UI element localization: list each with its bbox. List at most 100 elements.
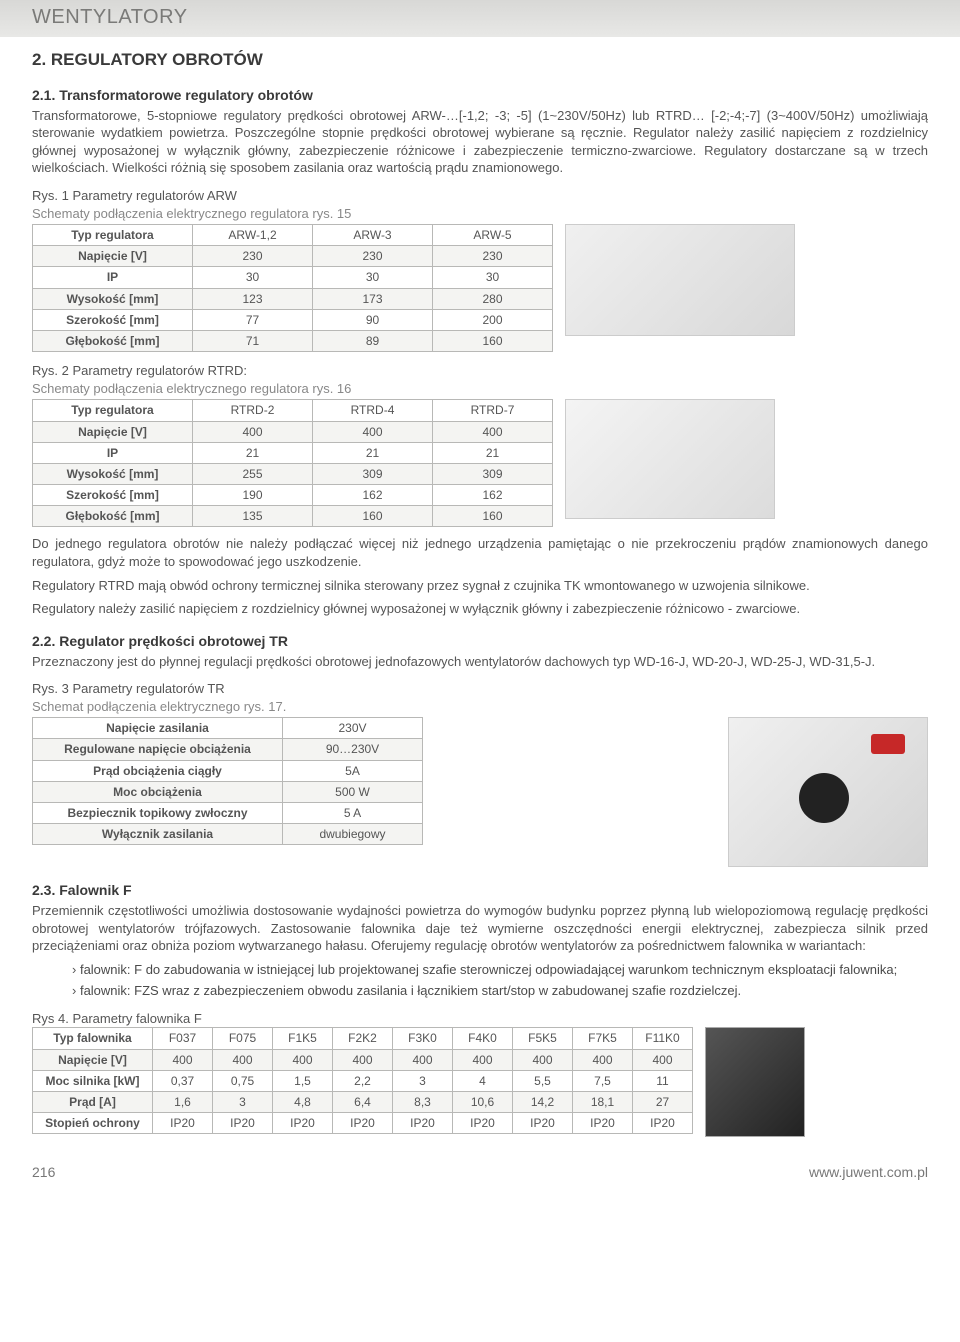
table-row: Typ falownikaF037F075F1K5F2K2F3K0F4K0F5K… [33,1028,693,1049]
table-cell: 230 [313,246,433,267]
table-cell: 3 [213,1091,273,1112]
table-cell: Wyłącznik zasilania [33,824,283,845]
table-row: Szerokość [mm]190162162 [33,485,553,506]
table-cell: 90…230V [283,739,423,760]
table-cell: 21 [313,442,433,463]
table-row: Szerokość [mm]7790200 [33,309,553,330]
table-row: Typ regulatoraARW-1,2ARW-3ARW-5 [33,225,553,246]
table-row: Napięcie [V]230230230 [33,246,553,267]
table-cell: Prąd [A] [33,1091,153,1112]
subsection-2-3-title: 2.3. Falownik F [32,881,928,900]
list-item: falownik: F do zabudowania w istniejącej… [72,961,928,979]
table-falownik: Typ falownikaF037F075F1K5F2K2F3K0F4K0F5K… [32,1027,693,1134]
table-cell: 18,1 [573,1091,633,1112]
rys4-title: Rys 4. Parametry falownika F [32,1010,928,1028]
table-cell: Szerokość [mm] [33,485,193,506]
rys3-subtitle: Schemat podłączenia elektrycznego rys. 1… [32,698,928,716]
product-image-arw [565,224,795,336]
table-cell: 27 [633,1091,693,1112]
product-image-rtrd [565,399,775,519]
rys1-title: Rys. 1 Parametry regulatorów ARW [32,187,928,205]
table-cell: 30 [313,267,433,288]
table-row: Napięcie [V]400400400400400400400400400 [33,1049,693,1070]
table-cell: IP20 [273,1113,333,1134]
table-cell: Napięcie [V] [33,421,193,442]
table-cell: 400 [213,1049,273,1070]
table-cell: 160 [433,506,553,527]
table-row: Typ regulatoraRTRD-2RTRD-4RTRD-7 [33,400,553,421]
table-cell: Typ regulatora [33,400,193,421]
table-cell: Stopień ochrony [33,1113,153,1134]
table-cell: 3 [393,1070,453,1091]
table-cell: F5K5 [513,1028,573,1049]
table-cell: RTRD-2 [193,400,313,421]
table-cell: F11K0 [633,1028,693,1049]
falownik-variants-list: falownik: F do zabudowania w istniejącej… [72,961,928,1000]
table-cell: IP20 [453,1113,513,1134]
table-row: Głębokość [mm]135160160 [33,506,553,527]
table-cell: 400 [433,421,553,442]
table-cell: 190 [193,485,313,506]
table-cell: 1,5 [273,1070,333,1091]
table-cell: 400 [313,421,433,442]
table-cell: Bezpiecznik topikowy zwłoczny [33,802,283,823]
rys2-subtitle: Schematy podłączenia elektrycznego regul… [32,380,928,398]
table-cell: Wysokość [mm] [33,463,193,484]
rys1-subtitle: Schematy podłączenia elektrycznego regul… [32,205,928,223]
table-cell: IP20 [513,1113,573,1134]
table-cell: 5,5 [513,1070,573,1091]
table-cell: Wysokość [mm] [33,288,193,309]
table-row: IP212121 [33,442,553,463]
table-cell: 230 [433,246,553,267]
table-cell: 160 [313,506,433,527]
table-cell: 5A [283,760,423,781]
table-cell: 400 [633,1049,693,1070]
table-cell: ARW-3 [313,225,433,246]
table-cell: IP20 [633,1113,693,1134]
table-cell: 8,3 [393,1091,453,1112]
table-cell: 0,75 [213,1070,273,1091]
table-cell: 400 [193,421,313,442]
table-row: Napięcie [V]400400400 [33,421,553,442]
table-cell: 309 [313,463,433,484]
table-cell: 400 [573,1049,633,1070]
table-cell: 230 [193,246,313,267]
mid-paragraph-2: Regulatory RTRD mają obwód ochrony termi… [32,577,928,595]
table-cell: 162 [313,485,433,506]
table-row: Bezpiecznik topikowy zwłoczny5 A [33,802,423,823]
table-cell: 400 [513,1049,573,1070]
table-cell: Głębokość [mm] [33,331,193,352]
table-cell: 135 [193,506,313,527]
table-row: IP303030 [33,267,553,288]
table-cell: 30 [193,267,313,288]
table-cell: F7K5 [573,1028,633,1049]
table-cell: 400 [273,1049,333,1070]
table-cell: RTRD-7 [433,400,553,421]
table-cell: 30 [433,267,553,288]
list-item: falownik: FZS wraz z zabezpieczeniem obw… [72,982,928,1000]
table-cell: RTRD-4 [313,400,433,421]
table-row: Wysokość [mm]123173280 [33,288,553,309]
footer-url: www.juwent.com.pl [809,1163,928,1182]
mid-paragraph-1: Do jednego regulatora obrotów nie należy… [32,535,928,570]
table-cell: ARW-5 [433,225,553,246]
table-row: Napięcie zasilania230V [33,718,423,739]
table-cell: Regulowane napięcie obciążenia [33,739,283,760]
table-cell: 14,2 [513,1091,573,1112]
table-row: Wysokość [mm]255309309 [33,463,553,484]
table-rtrd: Typ regulatoraRTRD-2RTRD-4RTRD-7Napięcie… [32,399,553,527]
table-cell: 230V [283,718,423,739]
table-cell: 280 [433,288,553,309]
table-row: Prąd [A]1,634,86,48,310,614,218,127 [33,1091,693,1112]
table-arw: Typ regulatoraARW-1,2ARW-3ARW-5Napięcie … [32,224,553,352]
table-cell: 5 A [283,802,423,823]
subsection-2-1-body: Transformatorowe, 5-stopniowe regulatory… [32,107,928,177]
table-row: Moc obciążenia500 W [33,781,423,802]
table-cell: Napięcie [V] [33,246,193,267]
table-row: Głębokość [mm]7189160 [33,331,553,352]
table-cell: 71 [193,331,313,352]
subsection-2-3-body: Przemiennik częstotliwości umożliwia dos… [32,902,928,955]
table-cell: 1,6 [153,1091,213,1112]
table-row: Stopień ochronyIP20IP20IP20IP20IP20IP20I… [33,1113,693,1134]
table-cell: Głębokość [mm] [33,506,193,527]
